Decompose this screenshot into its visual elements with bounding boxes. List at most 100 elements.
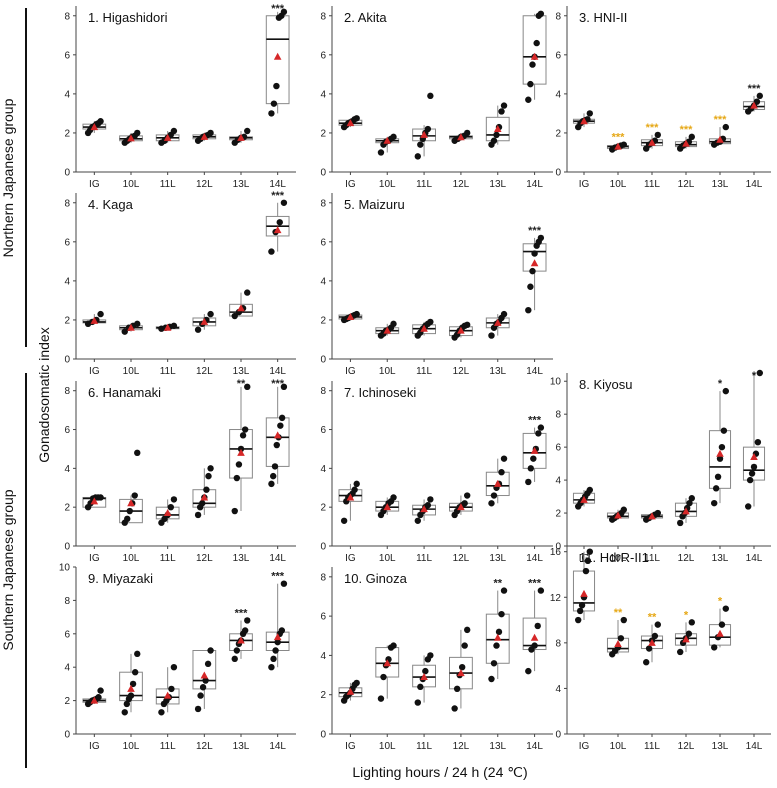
data-point — [377, 695, 385, 702]
y-tick-label: 2 — [64, 503, 70, 514]
y-tick-label: 6 — [555, 443, 561, 454]
data-point — [576, 607, 584, 615]
panel-1: 0 2 4 6 8 IG 10L 11L 12L 13L 14L 1. Higashidori *** — [64, 3, 296, 190]
y-tick-label: 4 — [555, 684, 561, 695]
y-tick-label: 0 — [320, 730, 326, 741]
data-point — [278, 414, 286, 422]
y-tick-label: 0 — [64, 542, 70, 553]
data-point — [424, 125, 432, 133]
data-point — [711, 499, 718, 507]
data-point — [353, 310, 360, 318]
y-tick-label: 4 — [64, 464, 70, 475]
mean-marker — [90, 696, 99, 704]
data-point — [750, 463, 758, 471]
mean-marker — [457, 503, 465, 511]
x-tick-label: IG — [89, 741, 100, 752]
y-tick-label: 6 — [64, 629, 70, 640]
mean-marker — [648, 138, 656, 146]
y-tick-label: 6 — [64, 237, 70, 248]
data-point — [233, 474, 241, 482]
data-point — [490, 660, 498, 667]
y-tick-label: 2 — [320, 128, 326, 139]
data-point — [207, 129, 214, 137]
data-point — [414, 153, 422, 160]
y-tick-label: 4 — [64, 89, 70, 100]
data-point — [488, 675, 495, 683]
mean-marker — [682, 635, 690, 643]
mean-marker — [273, 633, 282, 641]
x-tick-label: 12L — [678, 179, 695, 190]
significance-marker: *** — [528, 415, 542, 427]
x-tick-label: 10L — [123, 179, 140, 190]
data-point — [756, 369, 763, 377]
data-point — [207, 647, 214, 654]
mean-marker — [530, 259, 539, 267]
mean-marker — [237, 133, 245, 141]
mean-marker — [90, 123, 99, 131]
data-point — [353, 480, 360, 488]
x-tick-label: 14L — [526, 553, 543, 564]
data-point — [414, 517, 422, 524]
data-point — [427, 318, 434, 326]
data-point — [722, 605, 729, 612]
data-point — [274, 638, 281, 646]
data-point — [527, 465, 535, 472]
data-point — [527, 80, 534, 88]
x-tick-label: 11L — [160, 366, 176, 377]
data-point — [272, 647, 279, 654]
data-point — [463, 129, 471, 137]
significance-marker: *** — [271, 190, 285, 202]
data-point — [351, 486, 358, 493]
x-tick-label: IG — [89, 553, 100, 564]
x-tick-label: 10L — [610, 741, 627, 752]
mean-marker — [273, 431, 282, 439]
x-tick-label: 14L — [269, 366, 286, 377]
data-point — [754, 439, 762, 446]
y-tick-label: 4 — [320, 464, 326, 475]
panel-title: 2. Akita — [344, 10, 387, 25]
data-point — [126, 507, 133, 515]
mean-marker — [163, 133, 172, 141]
x-tick-label: 14L — [269, 741, 286, 752]
mean-marker — [457, 133, 465, 141]
y-tick-label: 4 — [320, 89, 326, 100]
x-tick-label: 10L — [379, 366, 396, 377]
y-tick-label: 6 — [64, 425, 70, 436]
data-point — [121, 328, 128, 335]
data-point — [458, 664, 466, 671]
data-point — [280, 580, 288, 587]
x-tick-label: 11L — [160, 553, 176, 564]
x-tick-label: IG — [345, 741, 356, 752]
data-point — [500, 102, 508, 109]
significance-marker: * — [684, 609, 689, 621]
y-tick-label: 8 — [320, 11, 326, 22]
mean-marker — [716, 135, 724, 143]
data-point — [235, 461, 243, 468]
y-tick-label: 2 — [320, 690, 326, 701]
mean-marker — [493, 633, 502, 641]
data-point — [268, 110, 275, 117]
mean-marker — [420, 505, 428, 513]
panel-title: 4. Kaga — [88, 197, 134, 212]
data-point — [204, 660, 212, 668]
x-tick-label: 12L — [453, 179, 470, 190]
mean-marker — [346, 119, 355, 127]
y-tick-label: 6 — [320, 612, 326, 623]
data-point — [270, 655, 277, 663]
data-point — [131, 492, 138, 499]
x-tick-label: 13L — [712, 741, 729, 752]
y-tick-label: 6 — [64, 50, 70, 61]
panel-2: 0 2 4 6 8 IG 10L 11L 12L 13L 14L 2. Akita — [320, 6, 553, 190]
data-point — [578, 602, 586, 609]
x-tick-label: 14L — [526, 179, 543, 190]
data-point — [500, 310, 508, 318]
mean-marker — [614, 142, 622, 150]
mean-marker — [273, 226, 282, 234]
data-point — [280, 383, 288, 391]
x-tick-label: IG — [579, 179, 590, 190]
data-point — [131, 669, 139, 676]
data-point — [753, 98, 761, 105]
x-tick-label: 14L — [526, 741, 543, 752]
